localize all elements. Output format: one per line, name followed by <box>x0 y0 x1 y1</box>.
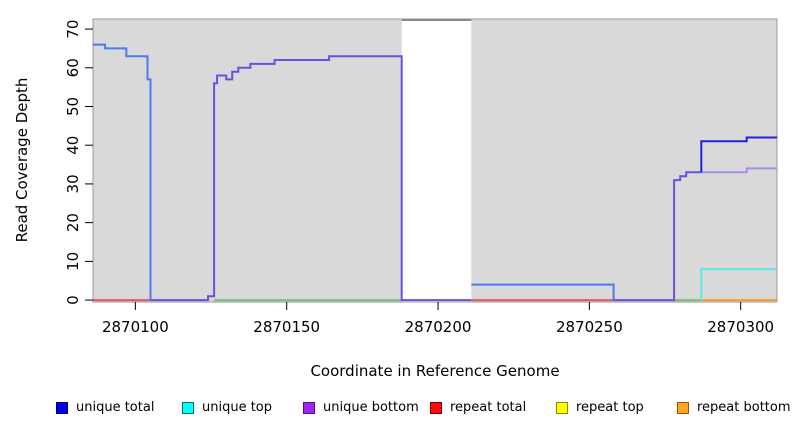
series-unique-total-mid <box>471 283 615 301</box>
y-tick-label: 30 <box>64 174 82 193</box>
series-unique-bottom-right-rise <box>613 171 702 302</box>
legend-label: repeat total <box>450 400 527 415</box>
legend-label: repeat bottom <box>697 400 791 415</box>
x-tick-label: 2870150 <box>253 318 320 336</box>
coverage-plot: 2870100 2870150 2870200 2870250 2870300 0 10 20… <box>64 18 778 336</box>
legend-item-unique-top: unique top <box>182 400 272 415</box>
legend-label: repeat top <box>576 400 644 415</box>
legend-swatch-icon <box>56 401 68 414</box>
x-tick-label: 2870250 <box>556 318 623 336</box>
legend-item-repeat-total: repeat total <box>430 400 526 415</box>
y-tick-label: 0 <box>64 295 82 305</box>
legend-label: unique total <box>76 400 155 415</box>
gap-region <box>401 19 472 302</box>
y-tick-label: 20 <box>64 213 82 232</box>
legend-swatch-icon <box>430 401 442 414</box>
legend-item-unique-total: unique total <box>56 400 154 415</box>
legend-swatch-icon <box>182 401 194 414</box>
series-unique-total-left <box>93 43 152 301</box>
y-tick-label: 60 <box>64 58 82 77</box>
y-tick-label: 10 <box>64 252 82 271</box>
legend-item-repeat-bottom: repeat bottom <box>677 400 791 415</box>
series-unique-bottom-right <box>701 167 777 174</box>
legend-item-unique-bottom: unique bottom <box>303 400 419 415</box>
series-unique-total-right <box>700 136 777 173</box>
legend-label: unique top <box>202 400 273 415</box>
legend-swatch-icon <box>303 401 315 414</box>
x-tick-label: 2870300 <box>707 318 774 336</box>
series-unique-bottom-mid <box>150 55 472 302</box>
x-tick-label: 2870100 <box>102 318 169 336</box>
y-tick-label: 70 <box>64 20 82 39</box>
y-tick-label: 40 <box>64 136 82 155</box>
legend-label: unique bottom <box>323 400 419 415</box>
series-unique-top-right <box>700 268 777 301</box>
legend-swatch-icon <box>556 401 568 414</box>
x-tick-label: 2870200 <box>405 318 472 336</box>
legend-item-repeat-top: repeat top <box>556 400 644 415</box>
legend-swatch-icon <box>677 401 689 414</box>
y-tick-label: 50 <box>64 97 82 116</box>
x-axis-title: Coordinate in Reference Genome <box>310 362 560 380</box>
